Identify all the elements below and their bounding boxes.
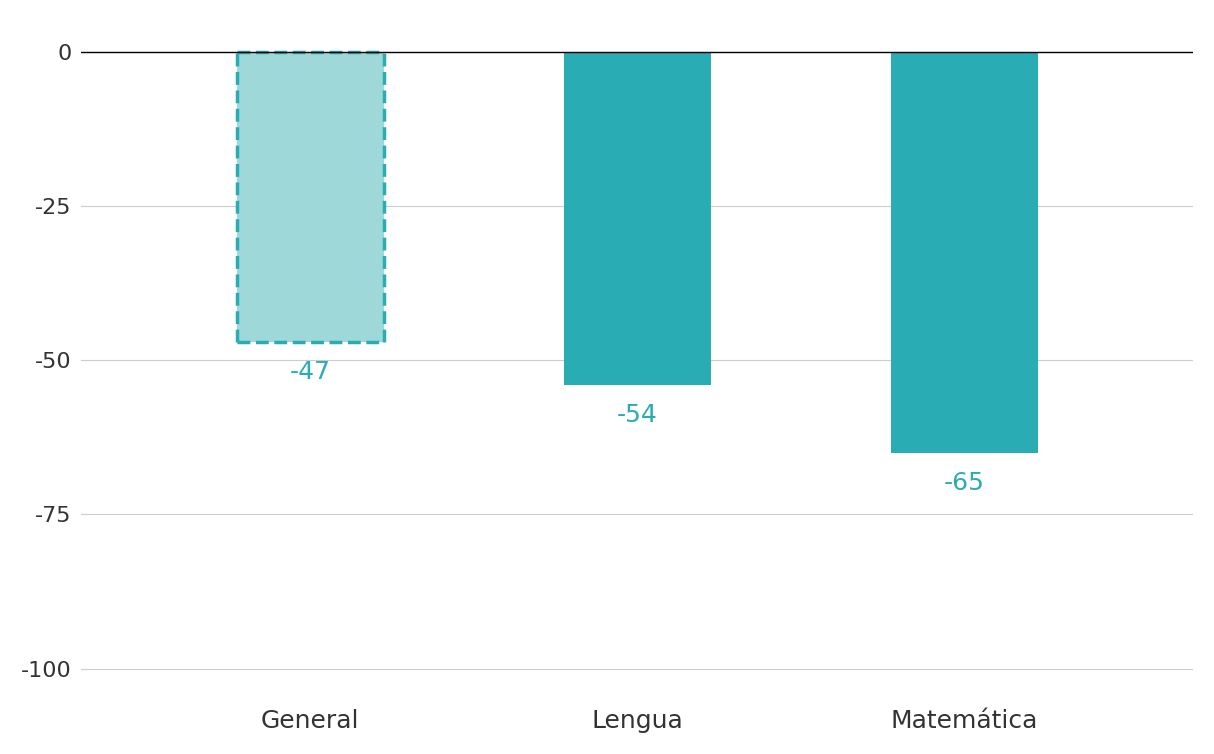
Text: -54: -54 — [617, 403, 658, 428]
Text: -65: -65 — [943, 471, 985, 495]
Bar — [563, 52, 711, 385]
Text: -47: -47 — [290, 360, 330, 384]
Bar — [891, 52, 1038, 452]
Bar — [237, 52, 384, 342]
